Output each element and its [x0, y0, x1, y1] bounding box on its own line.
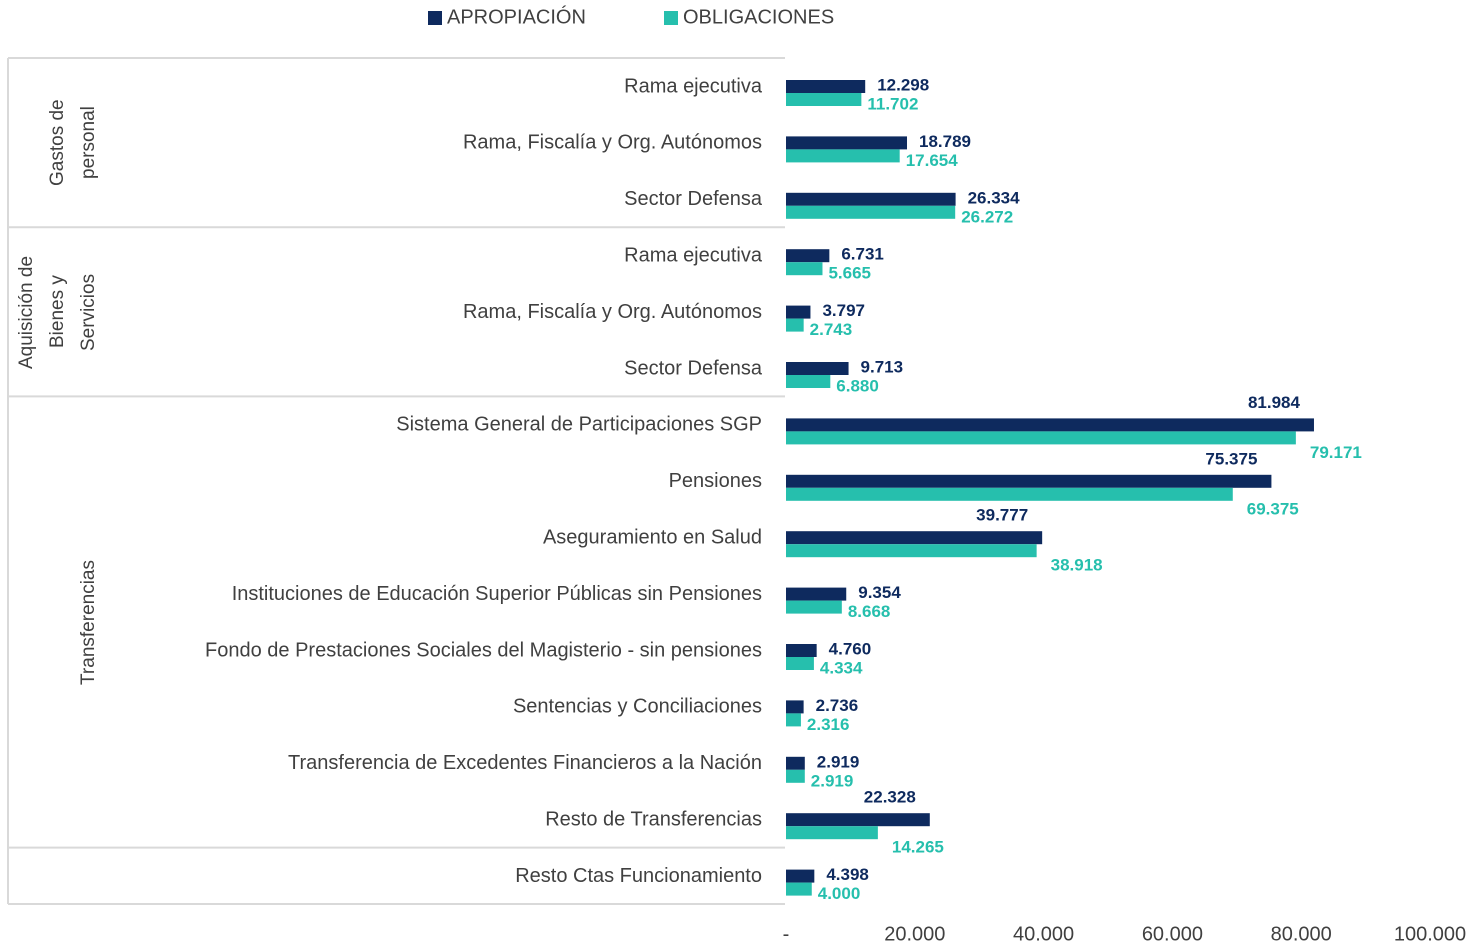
bar — [786, 93, 862, 106]
bar — [786, 474, 1272, 488]
bar — [786, 431, 1296, 445]
value-label: 2.743 — [810, 320, 853, 339]
bar — [786, 305, 811, 319]
value-label: 14.265 — [892, 838, 944, 857]
bar — [786, 544, 1037, 558]
group-label-box: Gastos de personal — [8, 58, 104, 227]
bar — [786, 813, 930, 827]
bar — [786, 882, 812, 896]
bar — [786, 262, 823, 276]
value-label: 8.668 — [848, 602, 891, 621]
legend-label: OBLIGACIONES — [683, 6, 834, 28]
value-label: 39.777 — [976, 506, 1028, 525]
bar — [786, 769, 805, 783]
category-label: Sector Defensa — [624, 188, 763, 210]
bar — [786, 644, 817, 657]
value-label: 81.984 — [1248, 393, 1301, 412]
category-label: Rama, Fiscalía y Org. Autónomos — [463, 301, 762, 323]
bar — [786, 531, 1043, 545]
bar — [786, 700, 804, 714]
bar — [786, 600, 842, 614]
value-label: 4.334 — [820, 658, 863, 677]
x-tick-label: 40.000 — [1013, 923, 1074, 945]
bar — [786, 205, 956, 219]
category-label: Rama ejecutiva — [624, 75, 763, 97]
value-label: 9.354 — [858, 583, 901, 602]
x-tick-label: 100.000 — [1394, 923, 1466, 945]
category-label: Sector Defensa — [624, 357, 763, 379]
legend-swatch — [428, 11, 442, 25]
value-label: 26.272 — [961, 207, 1013, 226]
x-tick-label: 60.000 — [1142, 923, 1203, 945]
category-label: Transferencia de Excedentes Financieros … — [288, 752, 762, 774]
value-label: 26.334 — [968, 188, 1021, 207]
bar — [786, 249, 830, 263]
bar — [786, 149, 900, 163]
bar — [786, 713, 801, 727]
bar — [786, 362, 849, 375]
group-label: Aquisición de Bienes y Servicios — [16, 255, 99, 369]
value-label: 22.328 — [864, 788, 916, 807]
value-label: 17.654 — [906, 151, 959, 170]
group-label: Gastos de personal — [47, 99, 99, 186]
value-label: 4.760 — [829, 639, 872, 658]
group-label: Transferencias — [78, 559, 99, 685]
bar — [786, 587, 847, 601]
bar — [786, 487, 1233, 501]
bar — [786, 418, 1314, 432]
group-label-box: Aquisición de Bienes y Servicios — [8, 227, 104, 396]
group-label-box: Transferencias — [8, 396, 104, 847]
value-label: 6.731 — [841, 245, 884, 264]
value-label: 2.736 — [816, 696, 859, 715]
category-label: Pensiones — [669, 470, 762, 492]
bar — [786, 136, 908, 150]
category-label: Sistema General de Participaciones SGP — [396, 414, 762, 436]
value-label: 11.702 — [867, 94, 918, 113]
x-tick-label: - — [783, 923, 790, 945]
category-label: Aseguramiento en Salud — [543, 526, 762, 548]
category-label: Resto Ctas Funcionamiento — [515, 865, 762, 887]
value-label: 38.918 — [1051, 556, 1103, 575]
bar — [786, 657, 814, 670]
category-label: Rama, Fiscalía y Org. Autónomos — [463, 132, 762, 154]
bar — [786, 80, 866, 93]
value-label: 2.316 — [807, 715, 850, 734]
value-label: 2.919 — [817, 752, 860, 771]
value-label: 3.797 — [822, 301, 865, 320]
category-label: Resto de Transferencias — [545, 808, 762, 830]
value-label: 4.398 — [826, 865, 869, 884]
bar — [786, 756, 805, 770]
bar — [786, 318, 804, 332]
bar — [786, 192, 956, 206]
x-tick-label: 80.000 — [1271, 923, 1332, 945]
bar — [786, 826, 878, 840]
value-label: 12.298 — [877, 75, 929, 94]
legend-label: APROPIACIÓN — [447, 5, 586, 28]
value-label: 2.919 — [811, 771, 854, 790]
value-label: 79.171 — [1310, 443, 1362, 462]
category-label: Sentencias y Conciliaciones — [513, 696, 762, 718]
value-label: 4.000 — [818, 884, 861, 903]
value-label: 69.375 — [1247, 499, 1299, 518]
category-label: Rama ejecutiva — [624, 244, 763, 266]
value-label: 5.665 — [828, 264, 871, 283]
bar — [786, 869, 815, 883]
x-tick-label: 20.000 — [884, 923, 945, 945]
value-label: 9.713 — [861, 357, 904, 376]
value-label: 6.880 — [836, 376, 879, 395]
legend-swatch — [664, 11, 678, 25]
value-label: 18.789 — [919, 132, 971, 151]
bar — [786, 375, 831, 388]
category-label: Instituciones de Educación Superior Públ… — [232, 583, 762, 605]
category-label: Fondo de Prestaciones Sociales del Magis… — [205, 639, 762, 661]
value-label: 75.375 — [1205, 449, 1257, 468]
